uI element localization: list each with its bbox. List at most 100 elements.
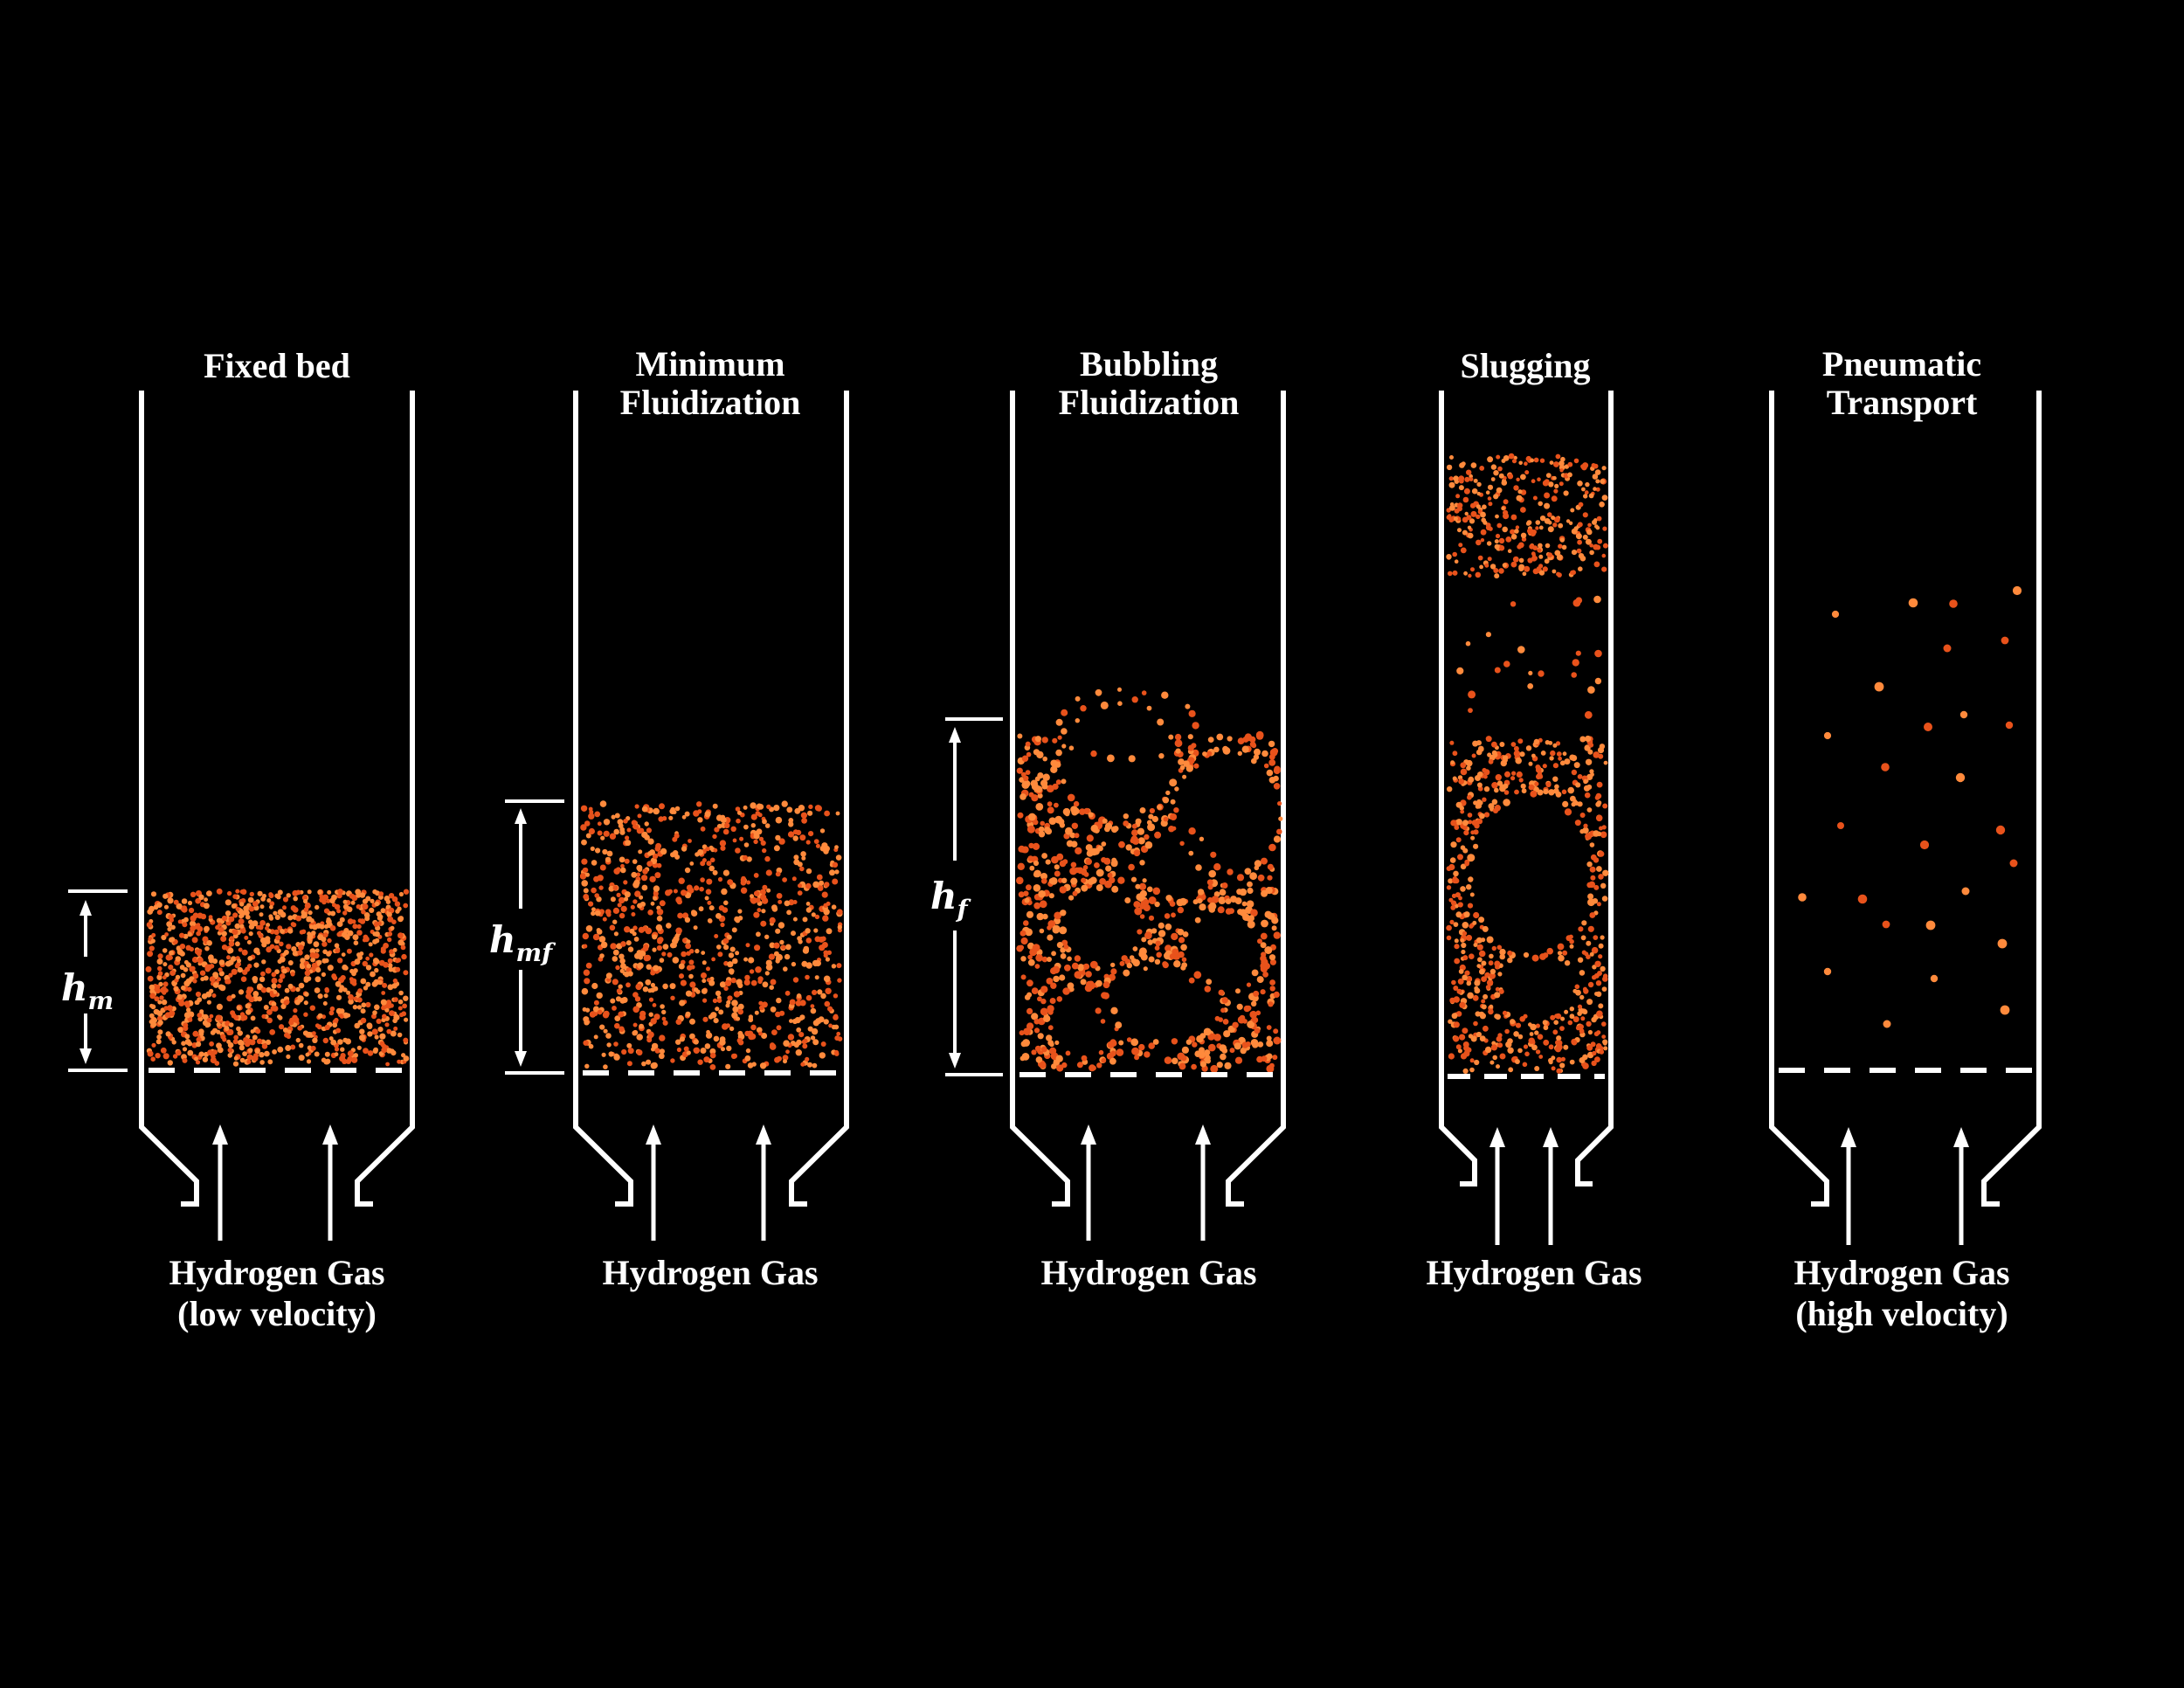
- particle: [1601, 986, 1607, 992]
- particle: [1481, 960, 1487, 966]
- particle: [812, 881, 819, 889]
- particle: [1552, 569, 1557, 574]
- particle: [751, 1062, 757, 1067]
- particle: [232, 912, 238, 918]
- particle: [1508, 453, 1515, 460]
- particle: [1237, 909, 1244, 916]
- particle: [1033, 1027, 1040, 1034]
- particle: [157, 965, 162, 972]
- particle: [1481, 937, 1486, 943]
- particle: [835, 811, 840, 816]
- particle: [1217, 906, 1225, 914]
- gas-label: Hydrogen Gas: [602, 1253, 818, 1292]
- particle: [750, 1024, 757, 1031]
- particle: [307, 931, 312, 937]
- particle: [716, 998, 722, 1003]
- particle: [1221, 882, 1228, 889]
- particle: [1537, 477, 1541, 481]
- particle: [616, 892, 621, 897]
- particle: [1476, 1031, 1482, 1038]
- particle: [209, 1041, 215, 1047]
- particle: [348, 999, 354, 1005]
- particle: [1575, 782, 1581, 788]
- particle: [1274, 765, 1281, 773]
- panel-title: Fixed bed: [204, 346, 350, 385]
- particle: [153, 904, 159, 910]
- particle: [1025, 741, 1031, 747]
- particle: [1081, 1055, 1088, 1062]
- particle: [1266, 1064, 1275, 1073]
- particle: [653, 896, 658, 901]
- particle: [360, 1017, 367, 1024]
- particle: [156, 974, 162, 980]
- particle: [612, 885, 619, 891]
- particle: [1446, 935, 1452, 941]
- particle: [748, 957, 755, 964]
- particle: [773, 805, 780, 812]
- particle: [324, 958, 329, 964]
- particle: [334, 1047, 340, 1052]
- particle: [1535, 1023, 1540, 1028]
- particle: [1101, 1058, 1107, 1063]
- particle: [164, 1012, 171, 1019]
- particle: [1573, 458, 1579, 464]
- particle: [744, 1055, 751, 1062]
- panel-title: Pneumatic: [1822, 344, 1981, 384]
- particle: [823, 952, 828, 958]
- particle: [1092, 847, 1100, 855]
- particle: [1016, 767, 1023, 774]
- particle: [317, 934, 324, 941]
- particle: [226, 1029, 232, 1035]
- particle: [177, 919, 183, 924]
- particle: [215, 1014, 222, 1021]
- particle: [1038, 889, 1046, 898]
- gas-label-velocity: (high velocity): [1795, 1294, 2008, 1333]
- particle: [1041, 956, 1048, 963]
- particle: [1180, 944, 1187, 951]
- particle: [266, 946, 272, 953]
- particle: [352, 924, 358, 930]
- particle: [1207, 1033, 1215, 1041]
- particle: [1587, 893, 1594, 900]
- particle: [1070, 877, 1078, 885]
- particle: [1586, 940, 1592, 946]
- particle: [684, 811, 690, 817]
- particle: [370, 898, 375, 903]
- particle: [147, 1050, 154, 1057]
- particle: [363, 912, 370, 918]
- particle: [1181, 957, 1187, 963]
- particle: [1162, 797, 1170, 804]
- particle: [179, 951, 185, 957]
- particle: [717, 876, 723, 882]
- particle: [365, 956, 370, 961]
- particle: [1584, 792, 1591, 799]
- particle: [282, 1027, 288, 1033]
- particle: [1466, 759, 1473, 767]
- particle: [1597, 538, 1603, 544]
- particle: [1138, 1043, 1145, 1051]
- particle: [1586, 1044, 1593, 1051]
- particle: [1596, 515, 1602, 522]
- particle: [614, 1015, 621, 1021]
- particle: [805, 928, 811, 934]
- particle: [374, 967, 379, 973]
- particle: [1529, 543, 1535, 550]
- particle: [236, 1026, 241, 1032]
- particle: [1881, 763, 1890, 771]
- particle: [1257, 874, 1265, 882]
- particle: [259, 904, 265, 910]
- particle: [196, 1036, 202, 1043]
- particle: [1453, 996, 1461, 1003]
- column-wall-right: [789, 391, 849, 1207]
- particle: [261, 1043, 268, 1049]
- particle: [1548, 789, 1555, 796]
- particle: [181, 1041, 186, 1046]
- particle: [1125, 844, 1132, 851]
- particle: [162, 981, 169, 987]
- particle: [1598, 874, 1604, 880]
- particle: [805, 902, 811, 906]
- particle: [656, 944, 663, 951]
- particle: [736, 818, 741, 824]
- particle: [785, 944, 791, 951]
- particle: [1023, 920, 1029, 926]
